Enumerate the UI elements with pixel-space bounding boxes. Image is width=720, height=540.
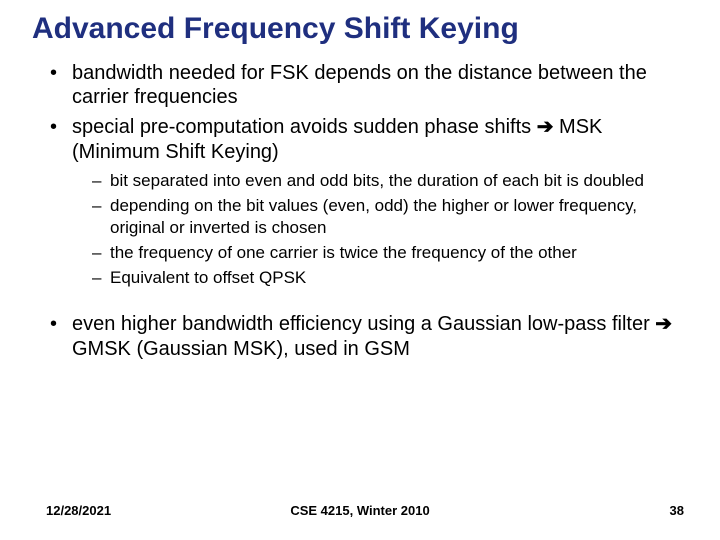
sub-bullet-item: depending on the bit values (even, odd) …: [92, 195, 688, 238]
footer-page: 38: [670, 503, 684, 518]
bullet-text: bandwidth needed for FSK depends on the …: [72, 62, 647, 108]
slide: Advanced Frequency Shift Keying bandwidt…: [0, 0, 720, 540]
sub-bullet-text: depending on the bit values (even, odd) …: [110, 196, 637, 236]
footer-date: 12/28/2021: [46, 503, 111, 518]
bullet-list: bandwidth needed for FSK depends on the …: [32, 61, 688, 289]
bullet-item: special pre-computation avoids sudden ph…: [50, 115, 688, 288]
footer: 12/28/2021 CSE 4215, Winter 2010 38: [0, 503, 720, 518]
sub-bullet-text: bit separated into even and odd bits, th…: [110, 171, 644, 190]
sub-bullet-item: the frequency of one carrier is twice th…: [92, 242, 688, 263]
bullet-list: even higher bandwidth efficiency using a…: [32, 312, 688, 361]
bullet-text: GMSK (Gaussian MSK), used in GSM: [72, 338, 410, 360]
bullet-text: even higher bandwidth efficiency using a…: [72, 313, 655, 335]
sub-bullet-list: bit separated into even and odd bits, th…: [72, 170, 688, 288]
sub-bullet-item: bit separated into even and odd bits, th…: [92, 170, 688, 191]
bullet-item: bandwidth needed for FSK depends on the …: [50, 61, 688, 110]
sub-bullet-text: the frequency of one carrier is twice th…: [110, 243, 577, 262]
slide-title: Advanced Frequency Shift Keying: [32, 12, 688, 47]
sub-bullet-item: Equivalent to offset QPSK: [92, 267, 688, 288]
bullet-text: special pre-computation avoids sudden ph…: [72, 116, 537, 138]
bullet-item: even higher bandwidth efficiency using a…: [50, 312, 688, 361]
sub-bullet-text: Equivalent to offset QPSK: [110, 268, 306, 287]
spacer: [32, 294, 688, 312]
arrow-icon: ➔: [655, 313, 672, 335]
arrow-icon: ➔: [537, 116, 554, 138]
